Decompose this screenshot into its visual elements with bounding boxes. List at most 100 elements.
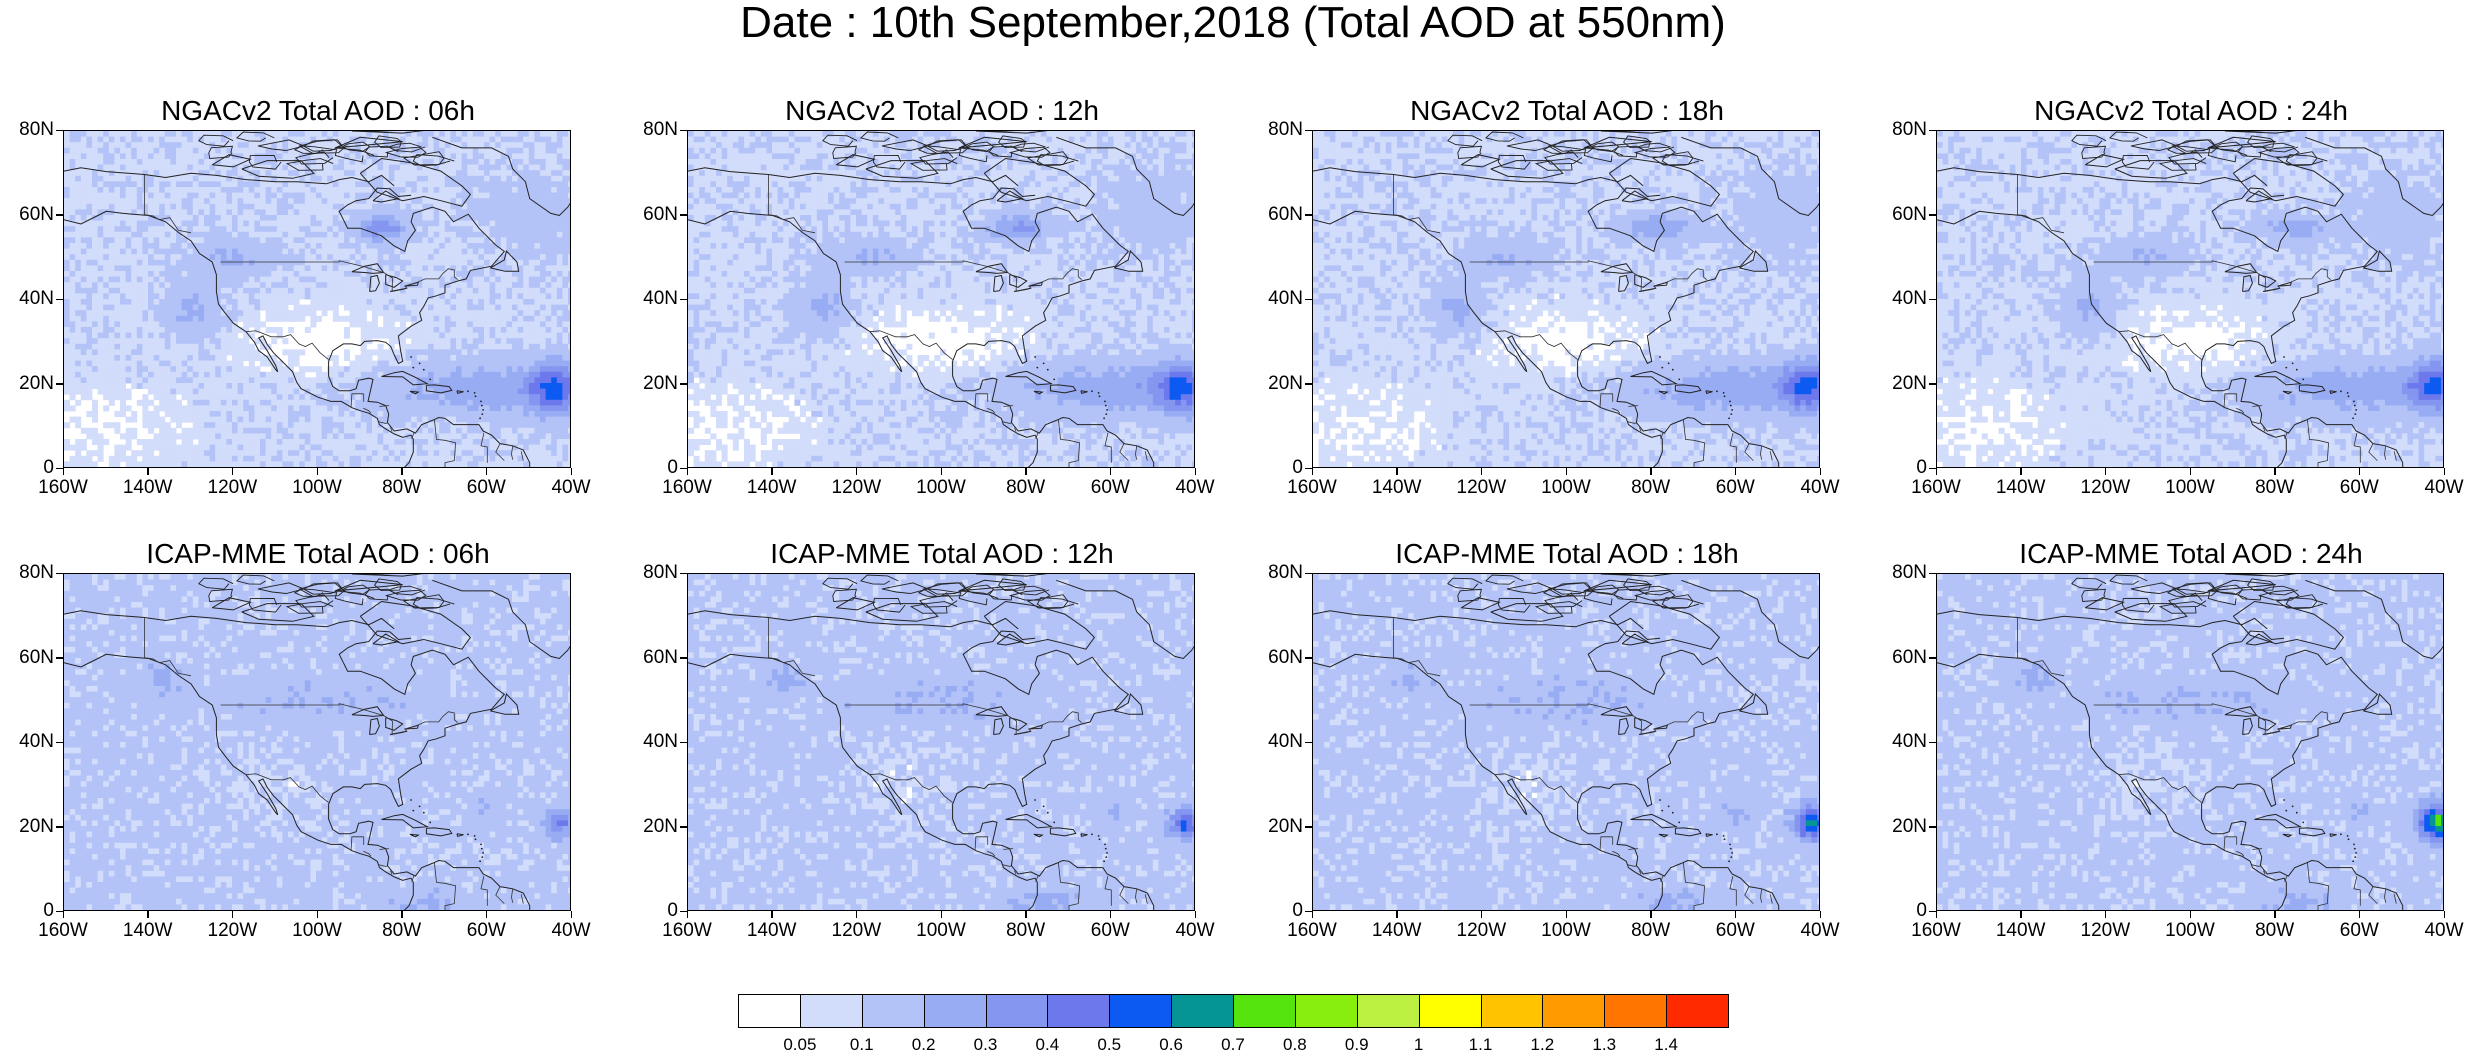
aod-cells [1313, 574, 1819, 910]
lat-tick-mark [680, 826, 687, 828]
colorbar-label: 0.8 [1265, 1036, 1325, 1054]
map-panel: ICAP-MME Total AOD : 06h 80N 60N 40N 20N 0 160… [0, 537, 590, 967]
lon-tick-label: 60W [451, 921, 521, 941]
lat-tick-mark [680, 467, 687, 469]
lon-tick-label: 160W [1277, 478, 1347, 498]
lon-tick-mark [1565, 468, 1567, 475]
lon-tick-label: 160W [1901, 921, 1971, 941]
lon-tick-label: 140W [1362, 921, 1432, 941]
colorbar-box [1666, 994, 1729, 1028]
aod-map [63, 130, 571, 468]
aod-field [1937, 131, 2443, 467]
lon-tick-label: 100W [2155, 921, 2225, 941]
lon-tick-mark [401, 468, 403, 475]
figure-title: Date : 10th September,2018 (Total AOD at… [0, 0, 2466, 48]
coastlines [64, 131, 570, 467]
lat-tick-label: 20N [0, 373, 54, 394]
lat-tick-label: 40N [0, 289, 54, 309]
lon-tick-label: 140W [737, 921, 807, 941]
aod-map [687, 573, 1195, 911]
colorbar-box [1171, 994, 1234, 1028]
lon-tick-label: 160W [1277, 921, 1347, 941]
lon-tick-mark [1819, 911, 1821, 918]
lat-tick-label: 20N [1873, 373, 1927, 394]
lon-tick-label: 140W [1986, 478, 2056, 498]
lon-tick-mark [2104, 468, 2107, 475]
lon-tick-label: 140W [113, 478, 183, 498]
lat-tick-label: 40N [1249, 289, 1303, 309]
aod-field [1937, 574, 2443, 910]
lon-tick-mark [686, 468, 688, 475]
lat-tick-label: 40N [1873, 732, 1927, 752]
lat-tick-label: 0 [1873, 901, 1927, 921]
lat-tick-mark [680, 383, 687, 385]
lon-tick-label: 80W [991, 478, 1061, 498]
lat-tick-label: 80N [624, 120, 678, 140]
coastlines [1937, 131, 2443, 467]
lat-tick-mark [1929, 910, 1936, 912]
lon-tick-label: 60W [1075, 478, 1145, 498]
lat-tick-label: 20N [1249, 816, 1303, 837]
lon-tick-mark [1819, 468, 1821, 475]
aod-field [688, 574, 1194, 910]
lon-tick-label: 140W [113, 921, 183, 941]
lat-tick-mark [56, 910, 63, 912]
lon-tick-label: 100W [1531, 921, 1601, 941]
lat-tick-label: 0 [0, 901, 54, 921]
lon-tick-mark [401, 911, 403, 918]
lat-tick-label: 0 [624, 458, 678, 478]
lat-tick-mark [1305, 298, 1312, 300]
panel-title: ICAP-MME Total AOD : 18h [1312, 537, 1822, 573]
lon-tick-mark [1734, 468, 1737, 475]
lat-tick-label: 60N [0, 204, 54, 225]
lon-tick-mark [2274, 911, 2276, 918]
map-panel: ICAP-MME Total AOD : 12h 80N 60N 40N 20N 0 160… [624, 537, 1214, 967]
aod-cells [688, 574, 1194, 910]
lat-tick-mark [56, 657, 63, 659]
lon-tick-mark [940, 911, 942, 918]
aod-map [687, 130, 1195, 468]
lat-tick-mark [1305, 910, 1312, 912]
lat-tick-mark [1929, 741, 1936, 743]
lon-tick-mark [2358, 911, 2361, 918]
lon-tick-mark [1025, 468, 1027, 475]
lon-tick-label: 40W [2409, 921, 2466, 941]
lat-tick-label: 80N [1873, 563, 1927, 583]
lat-tick-mark [1929, 214, 1936, 216]
lon-tick-label: 100W [282, 478, 352, 498]
lat-tick-mark [1929, 129, 1936, 131]
lat-tick-label: 60N [0, 647, 54, 668]
lat-tick-mark [1305, 214, 1312, 216]
colorbar-label: 0.4 [1017, 1036, 1077, 1054]
lat-tick-mark [56, 741, 63, 743]
colorbar-box [1356, 994, 1420, 1028]
lat-tick-label: 0 [1249, 458, 1303, 478]
lon-tick-mark [2020, 911, 2022, 918]
colorbar-box [1047, 994, 1111, 1028]
lon-tick-mark [1194, 911, 1196, 918]
lon-tick-mark [940, 468, 942, 475]
lon-tick-mark [1935, 911, 1937, 918]
lat-tick-mark [56, 826, 63, 828]
colorbar-box [1418, 994, 1482, 1028]
colorbar-label: 0.5 [1079, 1036, 1139, 1054]
colorbar-box [738, 994, 801, 1028]
lon-tick-label: 60W [1700, 921, 1770, 941]
lat-tick-mark [1305, 467, 1312, 469]
aod-map [1312, 130, 1820, 468]
lon-tick-mark [2443, 468, 2445, 475]
lon-tick-mark [2443, 911, 2445, 918]
lon-tick-mark [570, 468, 572, 475]
colorbar-label: 1.1 [1451, 1036, 1511, 1054]
lon-tick-label: 160W [28, 478, 98, 498]
lon-tick-label: 120W [2070, 478, 2140, 498]
lon-tick-mark [2104, 911, 2107, 918]
lat-tick-label: 60N [624, 204, 678, 225]
lon-tick-mark [2189, 911, 2191, 918]
lon-tick-mark [62, 911, 64, 918]
panel-title: ICAP-MME Total AOD : 06h [63, 537, 573, 573]
lat-tick-mark [680, 572, 687, 574]
lat-tick-mark [680, 741, 687, 743]
panel-title: ICAP-MME Total AOD : 12h [687, 537, 1197, 573]
lon-tick-label: 140W [737, 478, 807, 498]
